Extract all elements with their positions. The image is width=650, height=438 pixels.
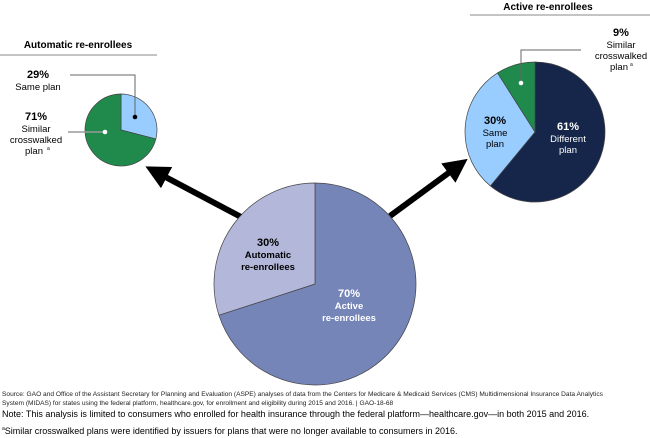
pie-slice-automatic-re-enrollees (213, 182, 316, 316)
source-text: Source: GAO and Office of the Assistant … (2, 390, 603, 408)
auto-similar-pct: 71% (25, 111, 47, 123)
auto-similar-line2: crosswalked (10, 135, 62, 146)
footnote-body: Similar crosswalked plans were identifie… (4, 426, 458, 436)
active-similar-pct: 9% (613, 27, 629, 39)
footnote-marker: a (47, 146, 50, 152)
callout-line-active-similar (520, 49, 581, 82)
automatic-title: Automatic re-enrollees (24, 40, 133, 51)
active-similar-line3: plan (610, 62, 628, 73)
label-automatic-line1: Automatic (245, 250, 291, 261)
active-similar-line1: Similar (606, 40, 635, 51)
label-active-line1: Active (335, 301, 364, 312)
active-similar-line2: crosswalked (595, 51, 647, 62)
pie-all-re-enrollees (213, 182, 417, 386)
callout-dot-similar (102, 129, 108, 135)
callout-dot-active-similar (518, 80, 524, 86)
arrow-to-active (388, 158, 468, 219)
pie-slice-active-re-enrollees (218, 182, 417, 386)
pie-slice-similar-crosswalked-plan (84, 93, 157, 167)
active-different-pct: 61% (557, 121, 579, 133)
active-different-line2: plan (559, 145, 577, 156)
label-active-line2: re-enrollees (322, 313, 376, 324)
source-line-2: System (MIDAS) for states using the fede… (2, 400, 394, 407)
active-same-line1: Same (483, 128, 508, 139)
pie-slice-same-plan (464, 72, 536, 187)
label-automatic-line2: re-enrollees (241, 262, 295, 273)
footnote-text: aSimilar crosswalked plans were identifi… (2, 424, 458, 437)
pie-automatic (84, 93, 158, 167)
pie-slice-same-plan (120, 93, 158, 140)
auto-similar-line3: plan (25, 146, 43, 157)
footnote-marker-3: a (2, 426, 5, 432)
footnote-marker-2: a (630, 62, 633, 68)
active-same-line2: plan (486, 139, 504, 150)
auto-same-label: Same plan (15, 82, 60, 93)
source-line-1: Source: GAO and Office of the Assistant … (2, 391, 603, 398)
label-active-pct: 70% (338, 288, 360, 300)
callout-dot-same (132, 114, 138, 120)
pie-slice-different-plan (489, 61, 606, 203)
active-different-line1: Different (550, 134, 586, 145)
label-automatic-pct: 30% (257, 237, 279, 249)
active-title: Active re-enrollees (503, 2, 593, 13)
callout-line-same (70, 74, 136, 117)
note-text: Note: This analysis is limited to consum… (2, 409, 590, 419)
auto-same-pct: 29% (27, 69, 49, 81)
active-same-pct: 30% (484, 115, 506, 127)
pie-active (464, 61, 606, 203)
pie-slice-similar-crosswalked-plan (497, 61, 536, 134)
auto-similar-line1: Similar (21, 124, 50, 135)
